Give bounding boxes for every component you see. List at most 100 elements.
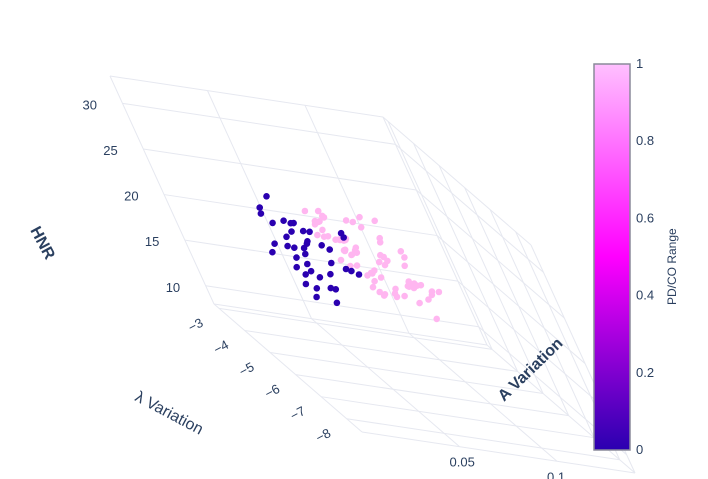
grid-line xyxy=(295,374,569,417)
data-point xyxy=(293,263,301,271)
z-tick-label: 30 xyxy=(83,97,97,112)
grid-line xyxy=(321,396,595,439)
data-point xyxy=(332,286,340,293)
tick-labels: 10 15 20 25 30 −3 −4−5 −6 −7−8 0.05 0.1 xyxy=(83,97,566,479)
grid-edge xyxy=(382,116,532,246)
data-point xyxy=(380,292,388,299)
grid-line xyxy=(457,280,607,410)
data-point xyxy=(327,270,334,278)
data-point xyxy=(288,228,295,235)
z-tick-label: 25 xyxy=(103,143,117,158)
colorbar-tick-label: 1 xyxy=(636,56,643,71)
colorbar-title: PD/CO Range xyxy=(665,228,679,305)
data-point xyxy=(313,285,321,292)
x-axis-title: λ Variation xyxy=(132,389,206,439)
data-point xyxy=(304,238,311,245)
data-point xyxy=(348,267,355,275)
grid-edge xyxy=(109,75,215,305)
grid-line xyxy=(205,285,479,328)
data-point xyxy=(364,272,371,279)
data-point xyxy=(257,210,265,217)
y-tick-label: 0.05 xyxy=(450,455,475,470)
colorbar-tick-label: 0.2 xyxy=(636,365,654,380)
data-point xyxy=(377,274,385,281)
grid-line xyxy=(122,102,396,145)
data-point xyxy=(428,288,436,295)
z-tick-label: 10 xyxy=(166,280,180,295)
grid-line xyxy=(387,121,493,350)
data-point xyxy=(333,299,341,307)
data-point xyxy=(284,242,291,250)
data-point xyxy=(269,219,276,227)
data-point xyxy=(271,240,278,247)
data-point xyxy=(371,277,378,285)
data-point xyxy=(416,299,423,307)
data-point xyxy=(355,271,363,278)
data-point xyxy=(306,228,313,236)
data-point xyxy=(283,233,290,241)
data-point xyxy=(302,271,310,278)
grid-edge xyxy=(213,303,488,346)
grid-edge xyxy=(382,116,488,346)
data-point xyxy=(337,256,345,264)
grid-line xyxy=(164,194,438,237)
data-point xyxy=(340,234,348,241)
z-tick-label: 20 xyxy=(124,189,138,204)
data-point xyxy=(324,233,332,240)
z-axis-title: HNR xyxy=(26,224,57,263)
grid-line xyxy=(436,235,586,364)
data-point xyxy=(320,214,328,221)
data-point xyxy=(401,254,408,261)
grid-line xyxy=(395,143,544,273)
data-point xyxy=(401,262,409,270)
data-point xyxy=(304,260,311,268)
data-point xyxy=(290,219,297,227)
data-point xyxy=(340,247,348,254)
data-point xyxy=(314,231,321,239)
data-point xyxy=(256,204,264,211)
data-point xyxy=(302,250,309,258)
data-point xyxy=(318,242,326,249)
data-point xyxy=(371,217,379,225)
data-point xyxy=(326,246,334,253)
grid-line xyxy=(408,332,558,462)
grid-line xyxy=(489,209,595,438)
y-tick-label: 0.1 xyxy=(547,469,565,479)
colorbar-tick-label: 0.8 xyxy=(636,133,654,148)
data-point xyxy=(293,254,300,261)
data-point xyxy=(316,218,323,225)
data-point xyxy=(314,207,322,215)
data-point xyxy=(327,284,335,292)
data-point xyxy=(307,267,315,275)
data-points xyxy=(256,193,443,323)
data-point xyxy=(357,224,365,231)
data-point xyxy=(302,280,310,288)
x-tick-label: −6 xyxy=(262,381,282,401)
colorbar-tick-label: 0.4 xyxy=(636,288,654,303)
colorbar-tick-label: 0 xyxy=(636,442,643,457)
x-tick-label: −5 xyxy=(236,359,256,379)
x-tick-label: −7 xyxy=(288,403,308,423)
data-point xyxy=(375,258,383,266)
data-point xyxy=(328,259,335,267)
data-point xyxy=(342,217,350,224)
grid-edge xyxy=(109,75,384,118)
x-tick-label: −8 xyxy=(313,425,333,445)
data-point xyxy=(433,315,441,323)
colorbar-ticks: 0 0.2 0.4 0.6 0.8 1 xyxy=(636,56,654,457)
grid-line xyxy=(413,143,519,372)
data-point xyxy=(291,244,298,251)
grid-line xyxy=(438,165,544,394)
data-point xyxy=(269,248,276,256)
colorbar-gradient xyxy=(593,63,631,451)
data-point xyxy=(413,282,421,290)
data-point xyxy=(348,251,355,259)
x-tick-label: −4 xyxy=(211,337,231,357)
grid-line xyxy=(219,307,493,350)
grid-line xyxy=(346,418,620,461)
data-point xyxy=(356,213,363,221)
grid-edge xyxy=(213,303,363,433)
grid-line xyxy=(244,329,518,372)
data-point xyxy=(381,261,389,269)
